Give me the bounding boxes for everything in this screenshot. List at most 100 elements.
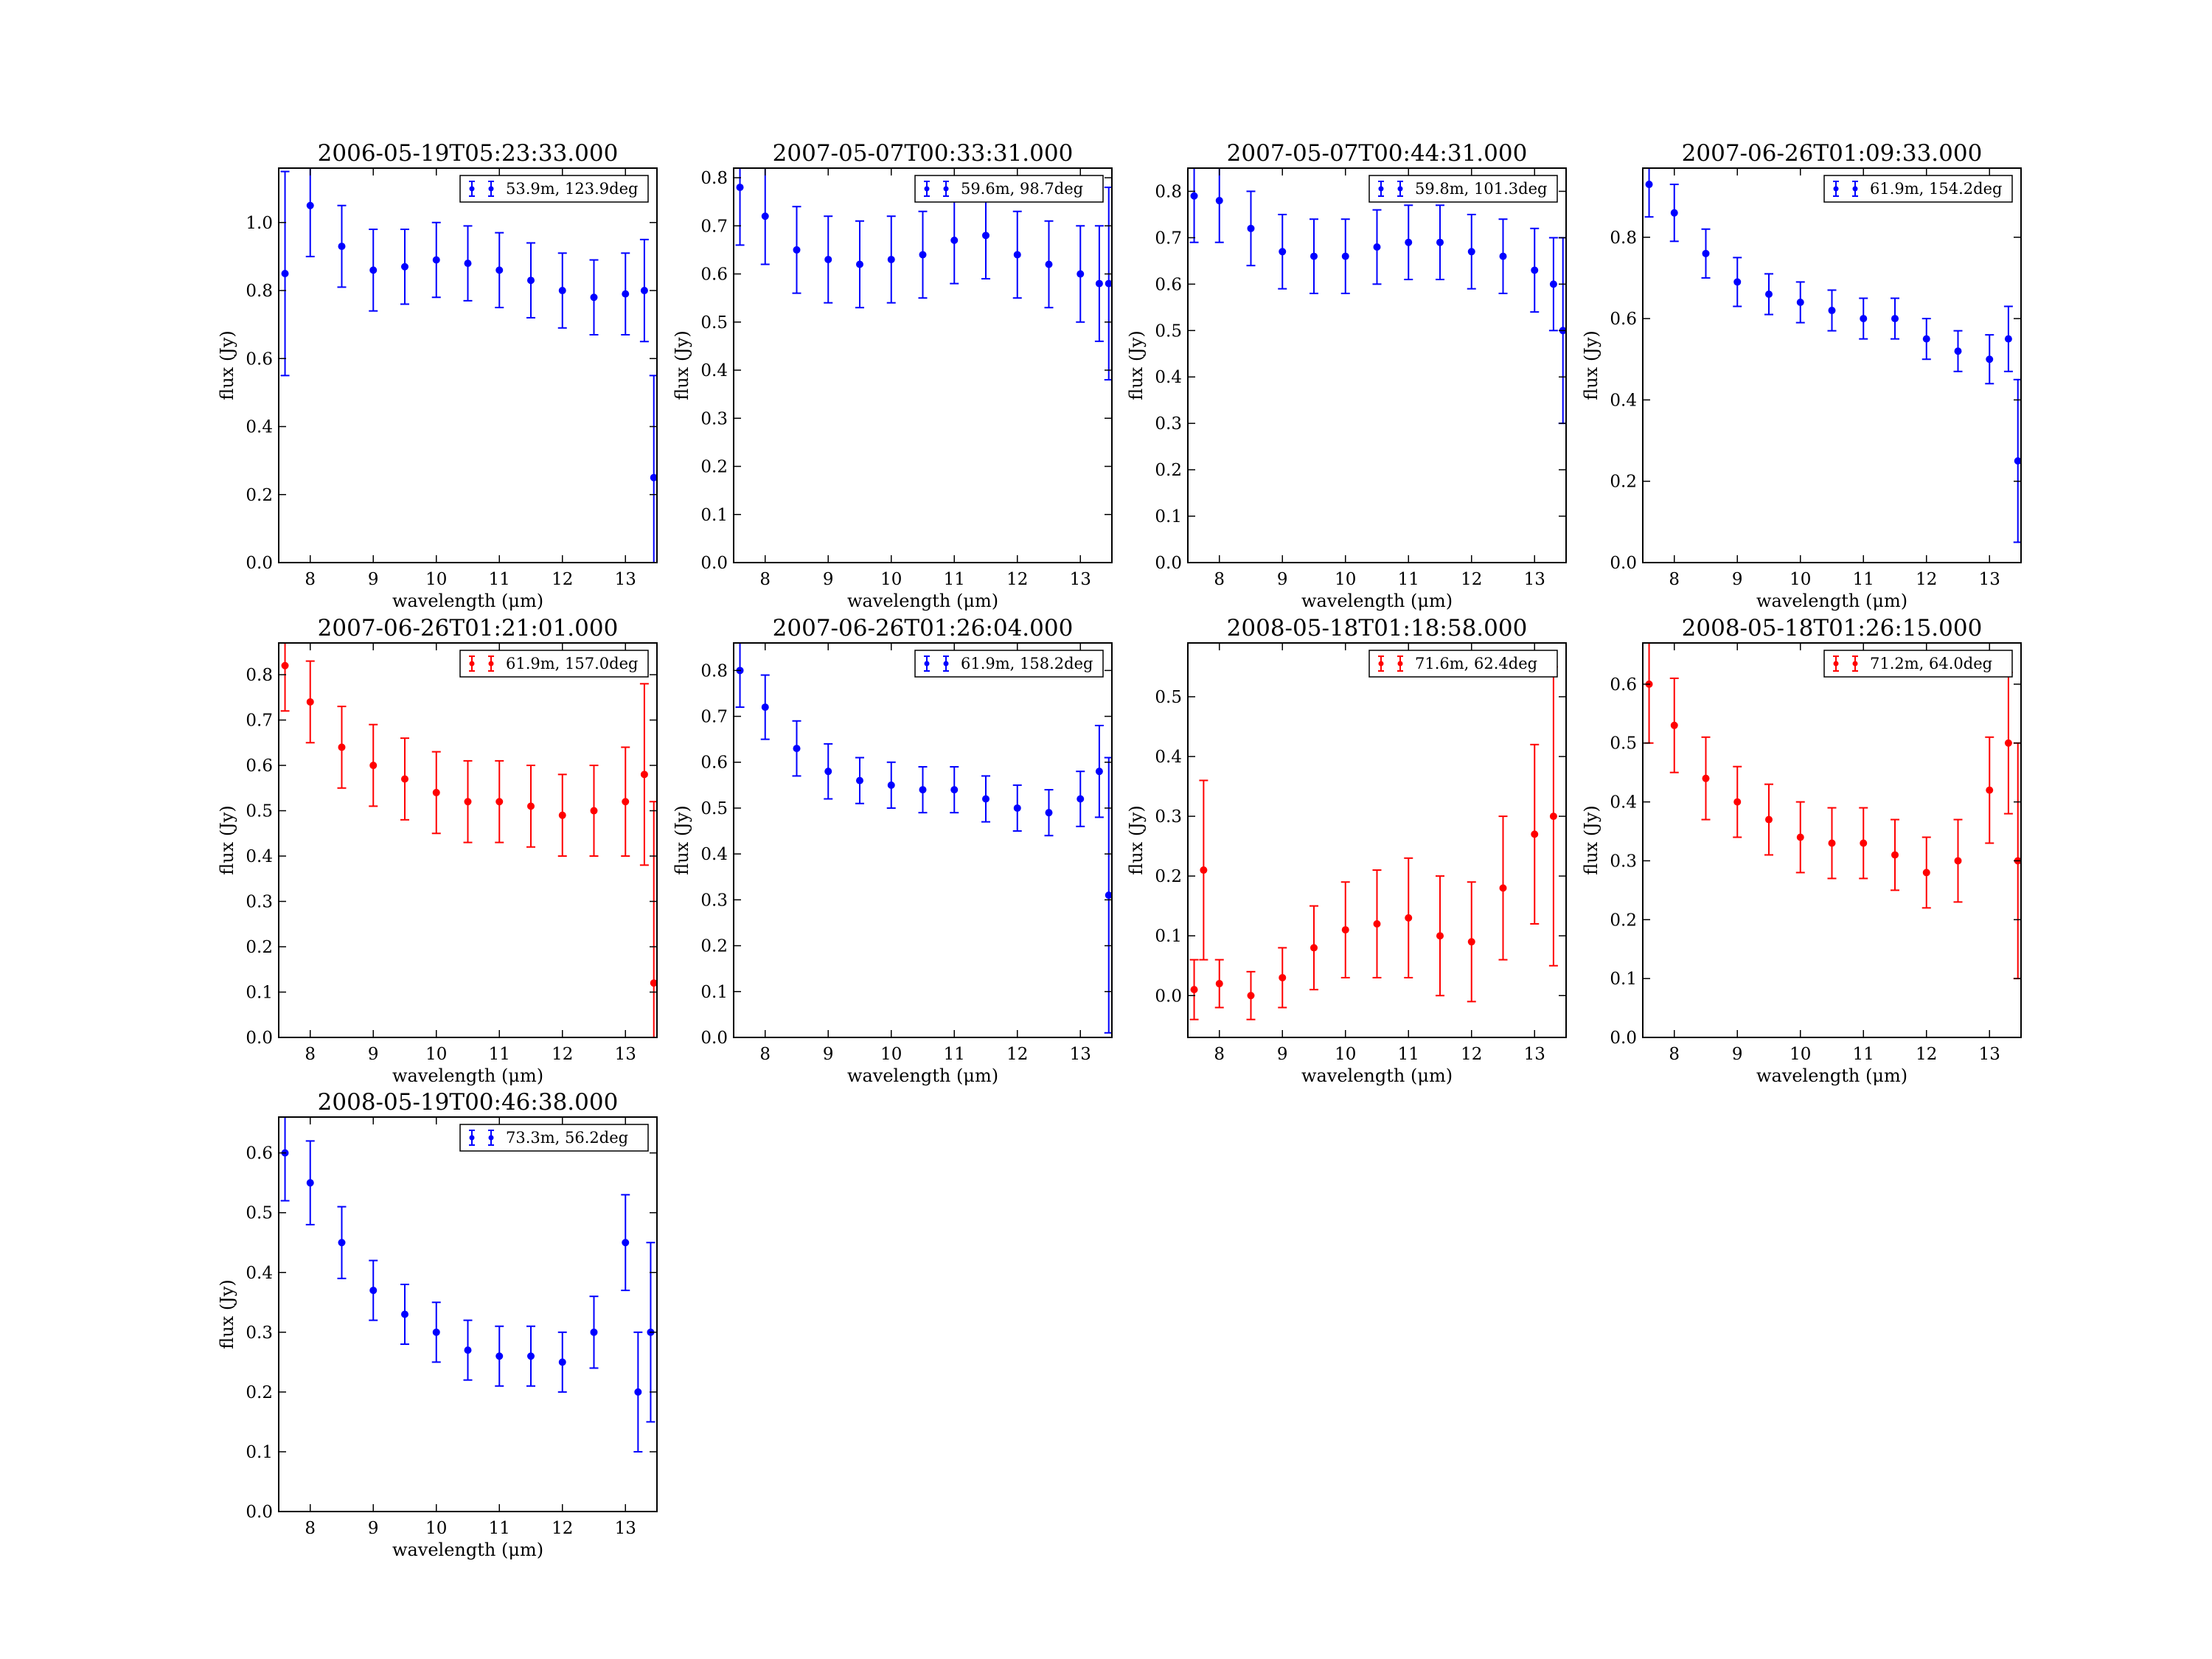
- legend-label: 59.6m, 98.7deg: [961, 180, 1083, 198]
- y-tick-label: 0.8: [700, 169, 728, 188]
- subplot-8: 2008-05-18T01:26:15.000 8 9 10 11 12 13 0.0 0.1 0…: [1581, 615, 2022, 1086]
- data-point: [1104, 757, 1112, 1034]
- legend: 53.9m, 123.9deg: [459, 175, 649, 203]
- y-tick-label: 0.3: [700, 409, 728, 428]
- data-point: [1795, 281, 1805, 324]
- data-point: [639, 683, 649, 866]
- point-marker: [527, 1352, 535, 1360]
- point-marker: [1279, 248, 1287, 256]
- point-marker: [338, 743, 346, 751]
- legend-marker: [1833, 186, 1839, 192]
- point-marker: [432, 788, 440, 796]
- data-point: [431, 1301, 441, 1363]
- y-tick-label: 0.2: [700, 937, 728, 956]
- data-point: [621, 1194, 630, 1292]
- point-marker: [1105, 279, 1112, 288]
- legend-label: 71.2m, 64.0deg: [1870, 655, 1992, 672]
- point-marker: [495, 1352, 504, 1360]
- point-marker: [640, 771, 648, 779]
- point-marker: [1765, 290, 1773, 298]
- axes-frame: [733, 167, 1113, 563]
- subplot-6: 2007-06-26T01:26:04.000 8 9 10 11 12 13 0.0 0.1 0…: [672, 615, 1113, 1086]
- subplot-title: 2007-05-07T00:44:31.000: [1227, 140, 1528, 167]
- x-tick-label: 10: [425, 1519, 447, 1538]
- data-point: [1372, 209, 1382, 285]
- data-series: [1189, 666, 1558, 1020]
- subplot-title: 2006-05-19T05:23:33.000: [318, 140, 619, 167]
- y-tick-label: 0.5: [246, 802, 273, 821]
- y-tick-label: 0.0: [1610, 554, 1637, 573]
- point-marker: [640, 287, 648, 295]
- y-tick-label: 0.3: [246, 893, 273, 912]
- y-tick-label: 0.2: [246, 1383, 273, 1402]
- subplot-title: 2008-05-19T00:46:38.000: [318, 1089, 619, 1116]
- axes-frame: [278, 167, 658, 563]
- y-tick-label: 0.3: [1155, 414, 1182, 434]
- data-point: [495, 1325, 504, 1387]
- point-marker: [432, 256, 440, 264]
- point-marker: [634, 1388, 642, 1396]
- x-tick-label: 9: [823, 1045, 834, 1064]
- point-marker: [856, 260, 863, 268]
- point-marker: [1954, 347, 1962, 355]
- point-marker: [1077, 795, 1085, 803]
- legend-marker: [469, 661, 475, 667]
- x-tick-label: 9: [1277, 1045, 1288, 1064]
- point-marker: [1922, 869, 1930, 877]
- x-tick-label: 11: [489, 1519, 510, 1538]
- y-tick-label: 0.4: [700, 361, 728, 380]
- axes-frame: [1187, 642, 1567, 1038]
- x-tick-label: 10: [880, 1045, 902, 1064]
- point-marker: [950, 786, 959, 794]
- y-tick-label: 0.6: [246, 757, 273, 776]
- x-axis-label: wavelength (μm): [1756, 591, 1907, 611]
- point-marker: [527, 276, 535, 285]
- legend-marker: [924, 661, 930, 667]
- data-point: [1076, 771, 1085, 827]
- axes-frame: [1642, 167, 2022, 563]
- data-point: [886, 215, 896, 304]
- data-point: [1701, 736, 1711, 821]
- y-tick-label: 0.2: [1155, 867, 1182, 886]
- legend-marker: [488, 1135, 494, 1141]
- data-point: [369, 1259, 378, 1321]
- data-point: [633, 1331, 643, 1453]
- point-marker: [622, 1239, 630, 1247]
- data-series: [1644, 643, 2021, 980]
- y-tick-label: 0.0: [1155, 987, 1182, 1006]
- y-tick-label: 0.5: [700, 799, 728, 818]
- point-marker: [1467, 248, 1475, 256]
- data-point: [1548, 666, 1558, 967]
- point-marker: [1095, 279, 1103, 288]
- x-axis-label: wavelength (μm): [1301, 591, 1453, 611]
- data-point: [1467, 213, 1476, 290]
- point-marker: [369, 1287, 378, 1295]
- data-point: [1214, 959, 1224, 1009]
- y-tick-label: 0.6: [246, 349, 273, 369]
- data-point: [369, 229, 378, 312]
- x-tick-label: 8: [759, 1045, 771, 1064]
- point-marker: [1247, 992, 1255, 1000]
- y-tick-label: 0.0: [1610, 1029, 1637, 1048]
- subplot-3: 2007-05-07T00:44:31.000 8 9 10 11 12 13 0.0 0.1 0…: [1126, 140, 1567, 611]
- x-tick-label: 11: [944, 1045, 965, 1064]
- x-tick-label: 8: [1214, 570, 1225, 589]
- data-point: [1340, 218, 1350, 294]
- x-tick-label: 11: [1398, 1045, 1419, 1064]
- x-tick-label: 8: [305, 570, 316, 589]
- y-tick-label: 0.4: [700, 845, 728, 864]
- data-point: [337, 1206, 347, 1279]
- point-marker: [1200, 866, 1208, 874]
- axes-frame: [1187, 167, 1567, 563]
- data-point: [1094, 724, 1104, 818]
- point-marker: [1341, 252, 1349, 260]
- data-series: [1189, 168, 1566, 425]
- point-marker: [622, 290, 630, 298]
- y-tick-label: 0.5: [1155, 688, 1182, 707]
- legend-label: 61.9m, 158.2deg: [961, 655, 1093, 672]
- x-axis-label: wavelength (μm): [392, 591, 543, 611]
- x-tick-label: 8: [1214, 1045, 1225, 1064]
- x-tick-label: 10: [1335, 570, 1356, 589]
- axes-frame: [733, 642, 1113, 1038]
- legend-label: 53.9m, 123.9deg: [506, 180, 638, 198]
